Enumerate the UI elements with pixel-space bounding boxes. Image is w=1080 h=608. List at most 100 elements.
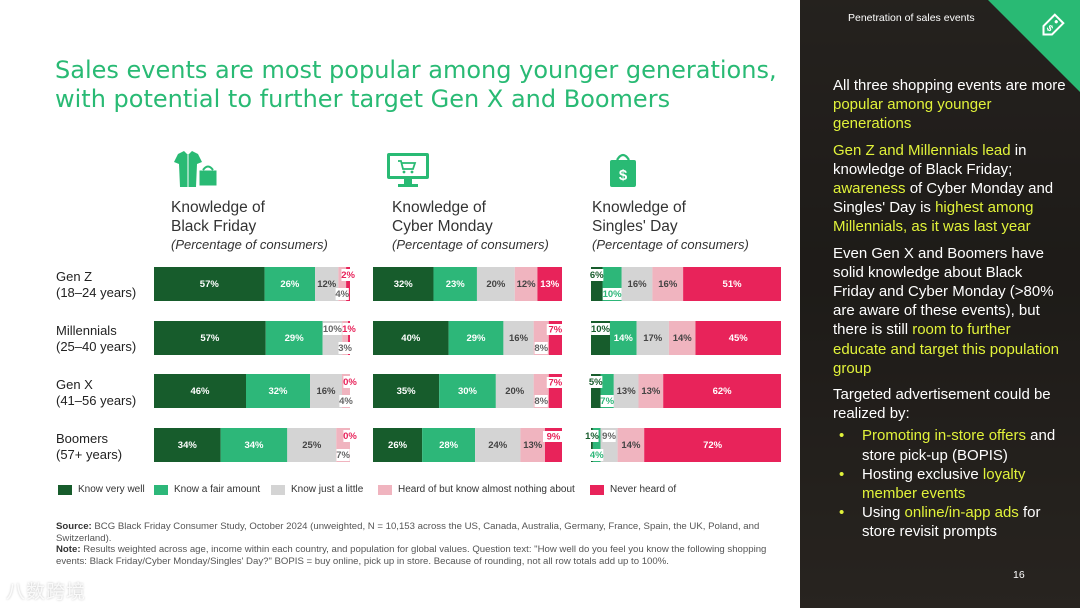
- method-note: Note: Results weighted across age, incom…: [56, 544, 776, 567]
- highlight-text: loyalty member events: [862, 465, 1026, 503]
- text-run: in knowledge of Black Friday;: [833, 141, 1027, 178]
- bar-segment-never-heard-of: [644, 428, 781, 462]
- sidebar-header: Penetration of sales events: [848, 12, 975, 24]
- bar-segment-never-heard-of: [663, 374, 781, 408]
- data-label: 16%: [658, 279, 678, 290]
- bar-segment-know-fair-amount: [220, 428, 288, 462]
- data-label: 24%: [488, 440, 508, 451]
- bar-segment-know-very-well: [373, 374, 440, 408]
- bar-segment-know-very-well: [591, 374, 601, 408]
- watermark: 八数跨境: [6, 581, 87, 603]
- bullet-list: Promoting in-store offers and store pick…: [833, 426, 1068, 541]
- data-label: 28%: [439, 440, 459, 451]
- legend-label: Know just a little: [291, 484, 364, 495]
- text-run: for store revisit prompts: [862, 504, 1041, 541]
- bar-segment-know-very-well: [154, 428, 221, 462]
- data-label: 32%: [268, 386, 288, 397]
- data-label: 2%: [341, 270, 355, 281]
- data-label: 10%: [603, 289, 623, 300]
- panel-title: Knowledge of Cyber Monday: [392, 199, 493, 235]
- data-label: 7%: [549, 325, 563, 336]
- bar-segment-never-heard-of: [537, 267, 562, 301]
- note-text: Results weighted across age, income with…: [56, 544, 767, 567]
- data-label: 26%: [280, 279, 300, 290]
- data-label: 17%: [643, 333, 663, 344]
- legend-label: Heard of but know almost nothing about: [398, 484, 575, 495]
- data-label-background: [602, 430, 616, 442]
- data-label-background: [546, 324, 564, 335]
- bar-segment-know-just-a-little: [310, 374, 342, 408]
- bar-segment-know-fair-amount: [439, 374, 496, 408]
- highlight-text: room to further educate and target this …: [833, 321, 1060, 377]
- bar-segment-heard-of: [652, 267, 684, 301]
- highlight-text: Promoting in-store offers: [862, 427, 1026, 445]
- bar-segment-heard-of: [514, 267, 538, 301]
- bar-segment-know-fair-amount: [422, 428, 476, 462]
- bar-segment-know-very-well: [154, 374, 246, 408]
- text-run: Hosting exclusive: [862, 465, 983, 483]
- data-label-background: [342, 323, 356, 335]
- data-label-background: [590, 269, 604, 281]
- bar-segment-know-just-a-little: [315, 267, 339, 301]
- data-label: 4%: [335, 289, 349, 300]
- bar-segment-know-just-a-little: [287, 428, 337, 462]
- data-label-background: [590, 449, 604, 461]
- panel-header-singles-day: Knowledge of Singles' Day (Percentage of…: [592, 198, 792, 253]
- note-label: Note:: [56, 544, 81, 556]
- legend-label: Know a fair amount: [174, 484, 261, 495]
- row-label-gen-z: Gen Z (18–24 years): [56, 269, 137, 300]
- data-label: 57%: [200, 333, 220, 344]
- bar-segment-know-just-a-little: [621, 267, 653, 301]
- bar-segment-know-very-well: [591, 428, 593, 462]
- bar-segment-know-very-well: [591, 267, 603, 301]
- data-label: 40%: [401, 333, 421, 344]
- data-label: 32%: [394, 279, 414, 290]
- bar-segment-heard-of: [342, 374, 350, 408]
- data-label: 16%: [628, 279, 648, 290]
- data-label: 26%: [388, 440, 408, 451]
- data-label: 8%: [534, 343, 548, 354]
- page-number: 16: [1013, 569, 1025, 581]
- data-label: 6%: [590, 270, 604, 281]
- data-label: 13%: [641, 386, 661, 397]
- data-label: 4%: [590, 450, 604, 461]
- data-label-background: [322, 323, 342, 335]
- bar-segment-never-heard-of: [346, 267, 350, 301]
- data-label: 12%: [317, 279, 337, 290]
- panel-subtitle: (Percentage of consumers): [171, 237, 328, 252]
- bar-segment-heard-of: [338, 267, 347, 301]
- footnote: Source: BCG Black Friday Consumer Study,…: [56, 521, 776, 567]
- bar-segment-know-just-a-little: [636, 321, 669, 355]
- data-label: 46%: [190, 386, 210, 397]
- data-label: 1%: [342, 324, 356, 335]
- bar-segment-heard-of: [668, 321, 696, 355]
- data-label: 35%: [397, 386, 417, 397]
- data-label-background: [343, 430, 357, 442]
- data-label: 9%: [602, 431, 616, 442]
- data-label: 5%: [589, 377, 603, 388]
- bar-segment-know-very-well: [154, 321, 266, 355]
- data-label: 34%: [178, 440, 198, 451]
- highlight-text: awareness: [833, 180, 906, 198]
- data-label: 9%: [547, 432, 561, 443]
- sidebar-text: All three shopping events are more popul…: [833, 76, 1068, 542]
- data-label-background: [343, 376, 357, 388]
- svg-text:$: $: [619, 167, 628, 184]
- source-label: Source:: [56, 521, 92, 532]
- data-label: 25%: [302, 440, 322, 451]
- text-run: All three shopping events are more: [833, 77, 1066, 94]
- bar-segment-know-fair-amount: [610, 321, 637, 355]
- data-label: 34%: [244, 440, 264, 451]
- bar-segment-know-fair-amount: [264, 267, 316, 301]
- bullet-item: Promoting in-store offers and store pick…: [833, 426, 1068, 464]
- insight-4: Targeted advertisement could be realized…: [833, 386, 1051, 423]
- data-label: 1%: [585, 431, 599, 442]
- bar-segment-never-heard-of: [348, 321, 350, 355]
- data-label: 12%: [517, 279, 537, 290]
- data-label: 3%: [338, 343, 352, 354]
- data-label-background: [542, 431, 564, 442]
- bar-segment-know-very-well: [373, 428, 423, 462]
- data-label-background: [602, 288, 622, 300]
- price-tag-icon: $: [1042, 13, 1065, 36]
- panel-subtitle: (Percentage of consumers): [592, 237, 749, 252]
